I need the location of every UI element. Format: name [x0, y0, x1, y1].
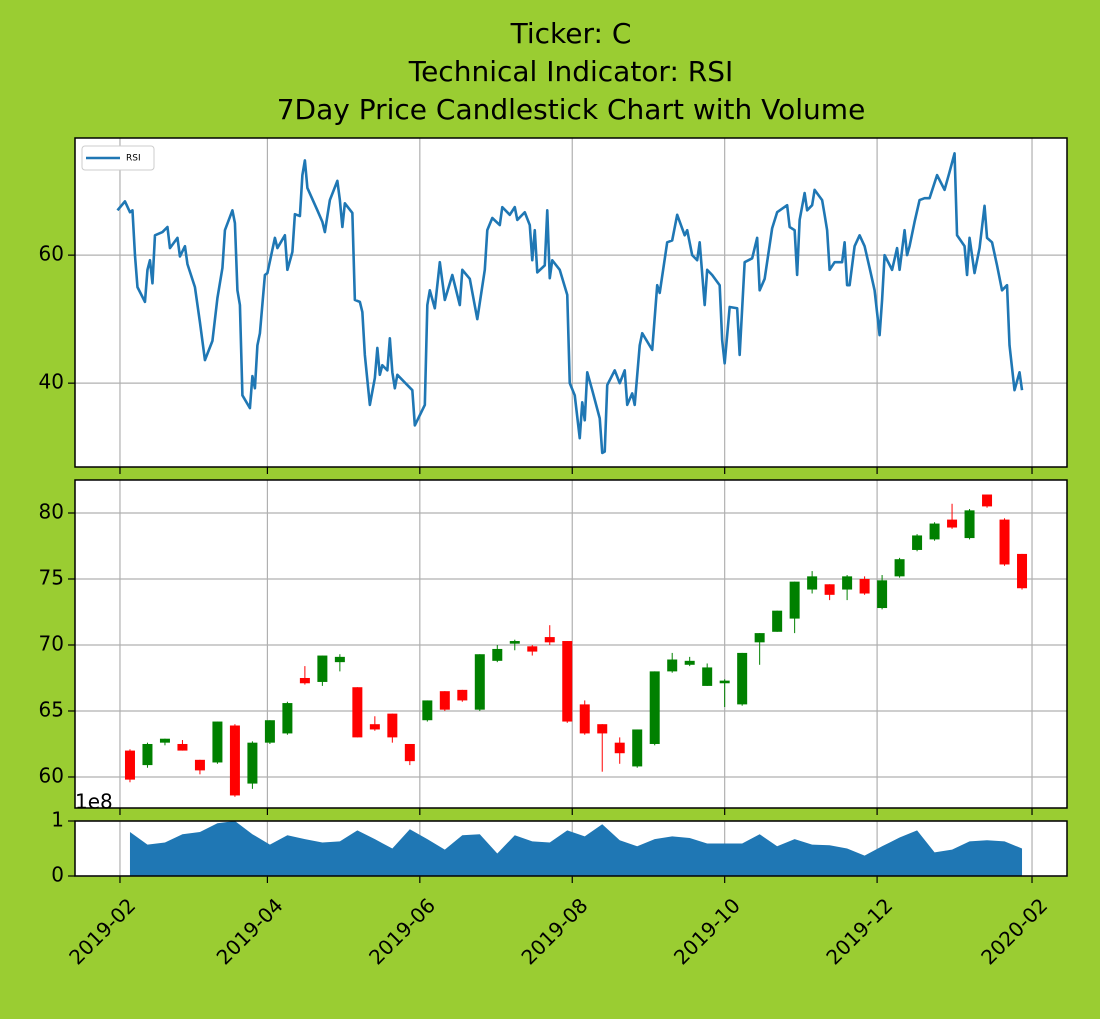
candle-body: [894, 559, 905, 577]
candle-body: [562, 641, 573, 722]
candle-body: [159, 738, 170, 743]
candle-body: [702, 667, 713, 686]
candle-body: [142, 743, 153, 766]
candle-body: [264, 720, 275, 743]
candle-body: [229, 725, 240, 796]
candle-body: [842, 576, 853, 590]
y-tick-label: 70: [39, 631, 64, 655]
chart-title: 7Day Price Candlestick Chart with Volume: [277, 93, 866, 126]
candle-body: [912, 535, 923, 550]
candle-body: [789, 581, 800, 619]
candle-body: [124, 750, 135, 780]
y-tick-label: 75: [39, 565, 64, 589]
candle-body: [772, 610, 783, 632]
y-tick-label: 60: [39, 242, 64, 266]
candle-body: [492, 648, 503, 661]
candle-body: [614, 742, 625, 754]
candle-body: [544, 637, 555, 643]
candle-body: [369, 724, 380, 730]
y-tick-label: 65: [39, 697, 64, 721]
candle-body: [299, 677, 310, 684]
rsi-line: [116, 152, 1024, 455]
y-tick-label: 40: [39, 370, 64, 394]
candle-body: [352, 687, 363, 738]
candle-body: [877, 580, 888, 609]
plot-frame: [74, 479, 1068, 809]
chart-title: Ticker: C: [510, 17, 632, 50]
legend: RSI: [81, 145, 155, 171]
candle-body: [334, 656, 345, 663]
candle-body: [177, 743, 188, 751]
candle-body: [282, 703, 293, 734]
candle-body: [807, 576, 818, 590]
candle-body: [754, 633, 765, 643]
candle-body: [247, 742, 258, 784]
candle-body: [387, 713, 398, 738]
legend-label: RSI: [126, 154, 141, 164]
candle-body: [422, 700, 433, 721]
y-tick-label: 0: [51, 863, 64, 887]
candle-body: [859, 578, 870, 594]
candle-body: [194, 759, 205, 771]
y-tick-label: 80: [39, 499, 64, 523]
axis-offset-label: 1e8: [75, 790, 113, 814]
candle-body: [999, 519, 1010, 565]
candle-body: [824, 584, 835, 595]
plot-frame: [74, 137, 1068, 468]
candle-body: [597, 724, 608, 734]
candle-body: [439, 691, 450, 710]
candle-body: [929, 523, 940, 540]
candle-body: [667, 659, 678, 672]
candle-body: [317, 655, 328, 682]
candle-body: [527, 646, 538, 652]
candle-body: [212, 721, 223, 763]
candle-body: [457, 689, 468, 701]
candle-body: [684, 660, 695, 665]
candle-body: [474, 654, 485, 710]
candle-body: [632, 729, 643, 767]
candle-body: [964, 510, 975, 539]
plot-frame: [74, 820, 1068, 877]
candle-body: [947, 519, 958, 528]
candle-body: [719, 680, 730, 684]
volume-area: [129, 821, 1023, 876]
candle-body: [649, 671, 660, 744]
candle-body: [737, 652, 748, 705]
y-tick-label: 1: [51, 808, 64, 832]
plot-area: [75, 138, 1067, 467]
chart-title: Technical Indicator: RSI: [408, 55, 734, 88]
candle-body: [982, 494, 993, 507]
candle-body: [509, 641, 520, 644]
y-tick-label: 60: [39, 763, 64, 787]
candle-body: [1017, 553, 1028, 589]
candle-body: [404, 743, 415, 762]
candle-body: [579, 704, 590, 734]
